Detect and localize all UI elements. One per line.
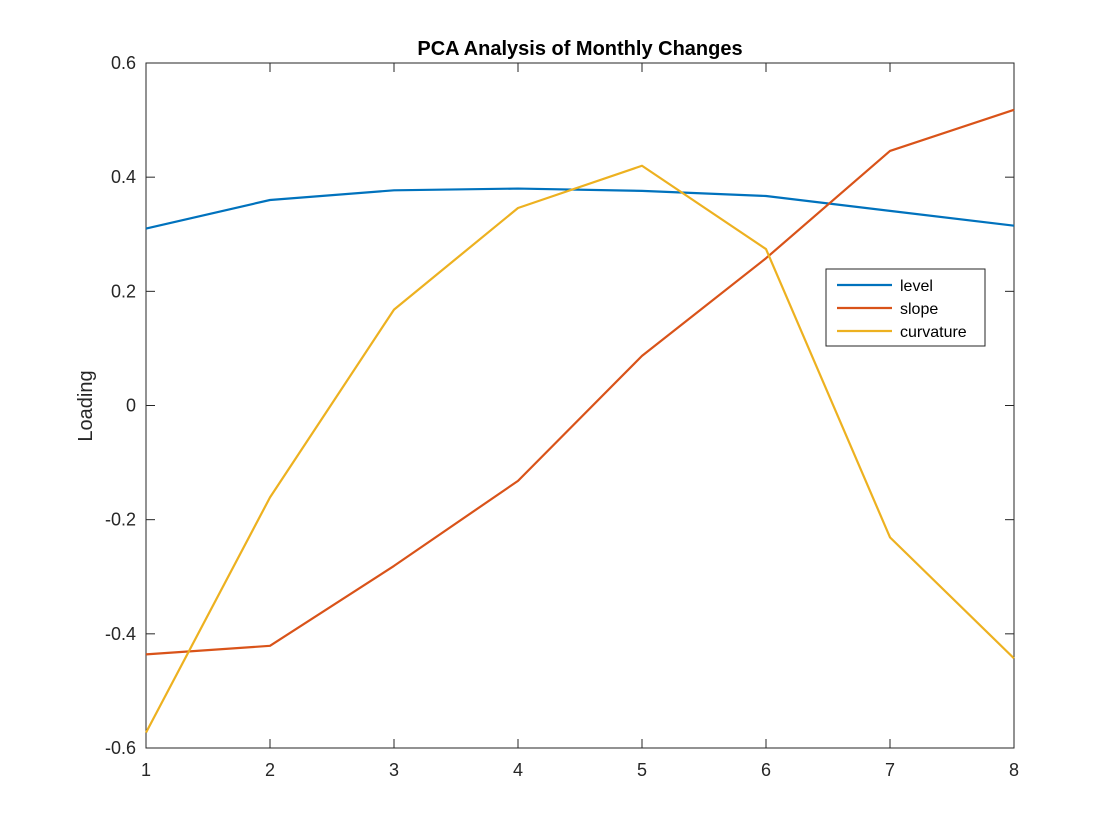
plot-area: 1 2 3 4 5 6 7 8 -0.6 -0.4 -0.2 0 0.2 0.4 0.6 [105, 53, 1019, 780]
chart-title: PCA Analysis of Monthly Changes [417, 38, 742, 60]
y-tick-label: -0.4 [105, 624, 136, 644]
y-tick-label: 0.2 [111, 281, 136, 301]
y-tick-label: -0.2 [105, 510, 136, 530]
x-tick-label: 5 [637, 760, 647, 780]
series-line-curvature [145, 164, 1015, 734]
x-tick-label: 2 [265, 760, 275, 780]
x-tick-label: 6 [761, 760, 771, 780]
x-tick-label: 1 [141, 760, 151, 780]
y-tick-label: -0.6 [105, 738, 136, 758]
legend-entry-slope: slope [900, 301, 938, 318]
series-line-level [145, 187, 1015, 230]
x-tick-label: 8 [1009, 760, 1019, 780]
x-tick-label: 7 [885, 760, 895, 780]
y-axis-label: Loading [75, 370, 97, 441]
x-tick-label: 4 [513, 760, 523, 780]
y-tick-label: 0.6 [111, 53, 136, 73]
y-tick-label: 0.4 [111, 167, 136, 187]
y-tick-label: 0 [126, 396, 136, 416]
legend: level slope curvature [825, 268, 986, 347]
x-tick-label: 3 [389, 760, 399, 780]
series-line-slope [145, 108, 1015, 656]
legend-entry-curvature: curvature [900, 324, 967, 341]
legend-entry-level: level [900, 278, 933, 295]
